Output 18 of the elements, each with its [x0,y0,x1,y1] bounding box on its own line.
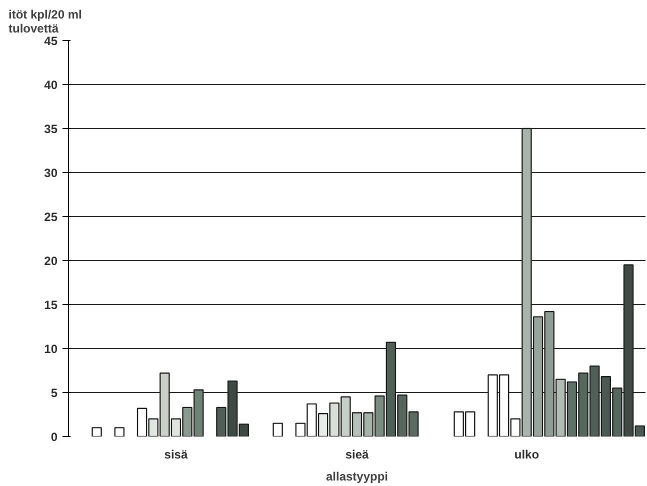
x-tick-label: ulko [514,448,540,462]
bar [92,427,102,436]
y-tick-label: 15 [44,298,58,312]
y-tick-label: 35 [44,122,58,136]
y-tick-label: 30 [44,166,58,180]
bar [114,427,125,436]
x-tick-label: sisä [164,448,188,462]
y-axis-title: itöt kpl/20 ml tulovettä [8,8,82,36]
y-tick-label: 40 [44,78,58,92]
y-tick-label: 20 [44,254,58,268]
bar [272,422,283,436]
y-tick-label: 45 [44,34,58,48]
y-tick-label: 5 [50,386,58,400]
x-tick-label: sieä [345,448,370,462]
y-tick-label: 10 [44,342,58,356]
y-tick-label: 0 [50,430,58,444]
y-tick-label: 25 [44,210,58,224]
x-axis-title: allastyyppi [326,470,388,484]
